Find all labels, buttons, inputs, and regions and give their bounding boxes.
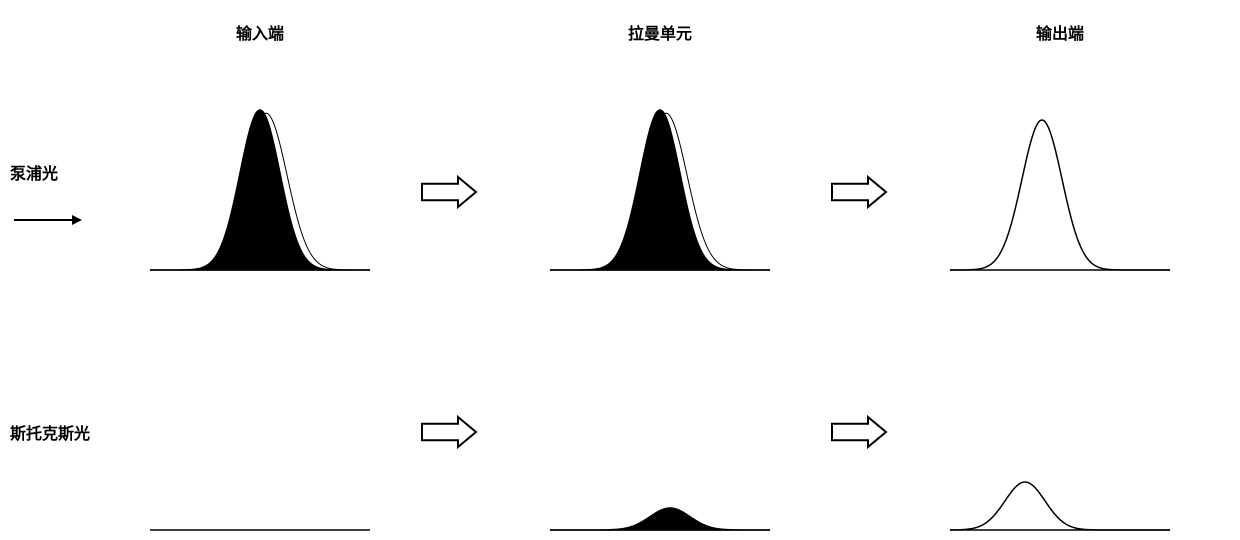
direction-arrow-icon: [12, 210, 84, 230]
arrow-pump-2: [830, 175, 888, 209]
arrow-stokes-1: [420, 415, 478, 449]
row-label-stokes: 斯托克斯光: [10, 420, 90, 444]
peak-pump-output: [945, 100, 1175, 280]
arrow-stokes-2: [830, 415, 888, 449]
peak-stokes-output: [945, 470, 1175, 540]
peak-pump-raman: [545, 100, 775, 280]
peak-stokes-input: [145, 470, 375, 540]
row-label-pump: 泵浦光: [10, 160, 58, 184]
peak-pump-input: [145, 100, 375, 280]
header-output: 输出端: [1036, 20, 1084, 44]
peak-stokes-raman: [545, 470, 775, 540]
arrow-pump-1: [420, 175, 478, 209]
header-raman: 拉曼单元: [628, 20, 692, 44]
header-input: 输入端: [236, 20, 284, 44]
